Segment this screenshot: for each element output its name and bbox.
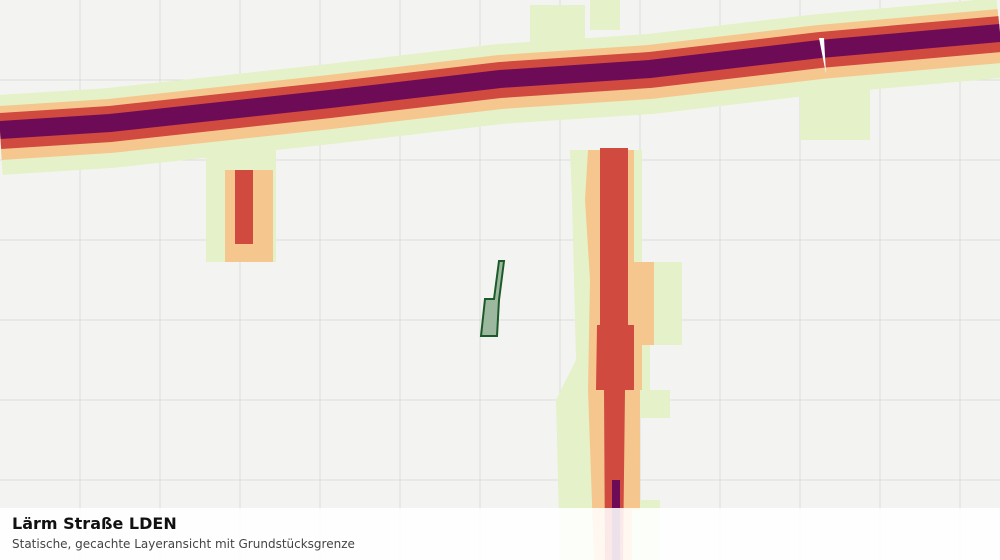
noise-patch [235,170,253,244]
noise-patch [590,0,620,30]
map-subtitle: Statische, gecachte Layeransicht mit Gru… [12,537,355,551]
noise-patch [530,5,585,45]
caption-panel: Lärm Straße LDEN Statische, gecachte Lay… [0,508,1000,560]
parcel-boundary [479,260,506,337]
map-title: Lärm Straße LDEN [12,514,177,533]
noise-band-very-high [0,24,1000,139]
noise-patch [596,148,634,560]
gap [819,38,826,74]
